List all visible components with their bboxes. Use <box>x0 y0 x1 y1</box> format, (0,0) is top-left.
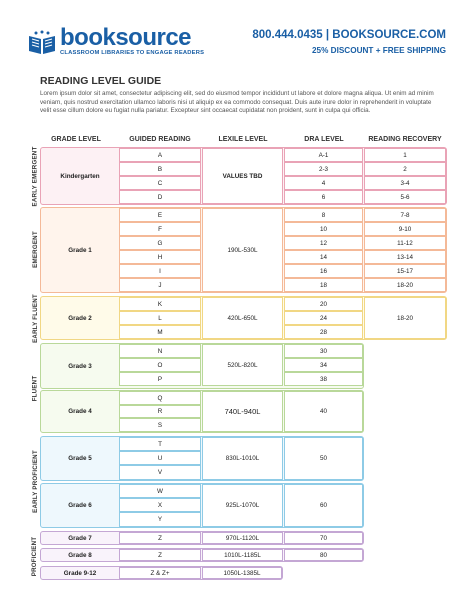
guided-reading-cell: T <box>119 437 201 451</box>
guided-reading-cell: Q <box>119 391 201 405</box>
guided-reading-cell: G <box>119 236 201 250</box>
grade-cell: Kindergarten <box>60 172 100 180</box>
logo-wordmark: booksource <box>60 24 192 51</box>
guided-reading-cell: Y <box>119 512 201 527</box>
guided-reading-cell: X <box>119 498 201 512</box>
dra-cell: 34 <box>284 358 363 372</box>
guided-reading-cell: J <box>119 278 201 292</box>
reading-recovery-cell: 15-17 <box>364 264 446 278</box>
dra-cell: 4 <box>284 176 363 190</box>
lexile-cell: 1010L-1185L <box>202 549 283 561</box>
dra-cell: 6 <box>284 190 363 204</box>
grade-cell: Grade 2 <box>68 314 92 322</box>
reading-recovery-cell: 2 <box>364 162 446 176</box>
dra-cell: 16 <box>284 264 363 278</box>
grade-cell: Grade 7 <box>68 534 92 542</box>
dra-cell: 18 <box>284 278 363 292</box>
column-header-dra-level: DRA LEVEL <box>304 136 344 143</box>
reading-recovery-cell: 13-14 <box>364 250 446 264</box>
reading-recovery-cell: 18-20 <box>364 297 446 339</box>
grade-cell: Grade 1 <box>68 246 92 254</box>
grade-cell: Grade 9-12 <box>63 569 97 577</box>
guided-reading-cell: P <box>119 372 201 386</box>
guided-reading-cell: C <box>119 176 201 190</box>
guided-reading-cell: L <box>119 311 201 325</box>
guided-reading-cell: A <box>119 148 201 162</box>
lexile-cell: 925L-1070L <box>202 484 283 527</box>
promo-line: 25% DISCOUNT + FREE SHIPPING <box>312 46 446 55</box>
lexile-cell: 520L-820L <box>202 344 283 386</box>
reading-recovery-cell: 9-10 <box>364 222 446 236</box>
grade-cell: Grade 6 <box>68 502 92 509</box>
column-header-grade-level: GRADE LEVEL <box>51 136 101 143</box>
page-header: booksource CLASSROOM LIBRARIES TO ENGAGE… <box>0 0 474 70</box>
dra-cell: 24 <box>284 311 363 325</box>
lexile-cell: 190L-530L <box>202 208 283 292</box>
lexile-cell: 830L-1010L <box>202 437 283 480</box>
grade-cell: Grade 8 <box>68 551 92 559</box>
lexile-cell: 1050L-1385L <box>202 567 282 579</box>
guided-reading-cell: I <box>119 264 201 278</box>
dra-cell: 30 <box>284 344 363 358</box>
reading-recovery-cell: 7-8 <box>364 208 446 222</box>
dra-cell: 14 <box>284 250 363 264</box>
guided-reading-cell: D <box>119 190 201 204</box>
dra-cell: 20 <box>284 297 363 311</box>
guided-reading-cell: U <box>119 451 201 465</box>
guided-reading-cell: N <box>119 344 201 358</box>
intro-paragraph: Lorem ipsum dolor sit amet, consectetur … <box>40 90 434 114</box>
dra-cell: 70 <box>284 532 363 544</box>
guided-reading-cell: O <box>119 358 201 372</box>
dra-cell: 40 <box>284 391 363 432</box>
page-title: READING LEVEL GUIDE <box>40 75 162 87</box>
dra-cell: 80 <box>284 549 363 561</box>
guided-reading-cell: S <box>119 418 201 432</box>
logo-tagline: CLASSROOM LIBRARIES TO ENGAGE READERS <box>60 50 205 56</box>
open-book-icon <box>29 30 55 54</box>
dra-cell: 2-3 <box>284 162 363 176</box>
dra-cell: 60 <box>284 484 363 527</box>
dra-cell: 50 <box>284 437 363 480</box>
guided-reading-cell: H <box>119 250 201 264</box>
reading-recovery-cell: 18-20 <box>364 278 446 292</box>
dra-cell: 12 <box>284 236 363 250</box>
grade-cell: Grade 3 <box>68 362 92 370</box>
guided-reading-cell: M <box>119 325 201 339</box>
column-header-lexile-level: LEXILE LEVEL <box>218 136 268 143</box>
contact-line[interactable]: 800.444.0435 | BOOKSOURCE.COM <box>252 29 446 41</box>
guided-reading-cell: W <box>119 484 201 498</box>
grade-cell: Grade 4 <box>68 408 92 415</box>
grade-cell: Grade 5 <box>68 455 92 462</box>
reading-recovery-cell: 5-6 <box>364 190 446 204</box>
reading-recovery-cell: 1 <box>364 148 446 162</box>
lexile-cell: 970L-1120L <box>202 532 283 544</box>
reading-recovery-cell: 11-12 <box>364 236 446 250</box>
guided-reading-cell: Z & Z+ <box>119 567 201 579</box>
column-header-reading-recovery: READING RECOVERY <box>368 136 442 143</box>
column-header-guided-reading: GUIDED READING <box>129 136 191 143</box>
dra-cell: 10 <box>284 222 363 236</box>
lexile-cell: 420L-650L <box>202 297 283 339</box>
dra-cell: A-1 <box>284 148 363 162</box>
guided-reading-cell: Z <box>119 549 201 561</box>
guided-reading-cell: Z <box>119 532 201 544</box>
dra-cell: 28 <box>284 325 363 339</box>
guided-reading-cell: F <box>119 222 201 236</box>
dra-cell: 8 <box>284 208 363 222</box>
guided-reading-cell: R <box>119 405 201 418</box>
guided-reading-cell: E <box>119 208 201 222</box>
lexile-cell: VALUES TBD <box>202 148 283 204</box>
guided-reading-cell: B <box>119 162 201 176</box>
guided-reading-cell: K <box>119 297 201 311</box>
reading-recovery-cell: 3-4 <box>364 176 446 190</box>
lexile-cell: 740L-940L <box>202 391 283 432</box>
guided-reading-cell: V <box>119 465 201 480</box>
dra-cell: 38 <box>284 372 363 386</box>
